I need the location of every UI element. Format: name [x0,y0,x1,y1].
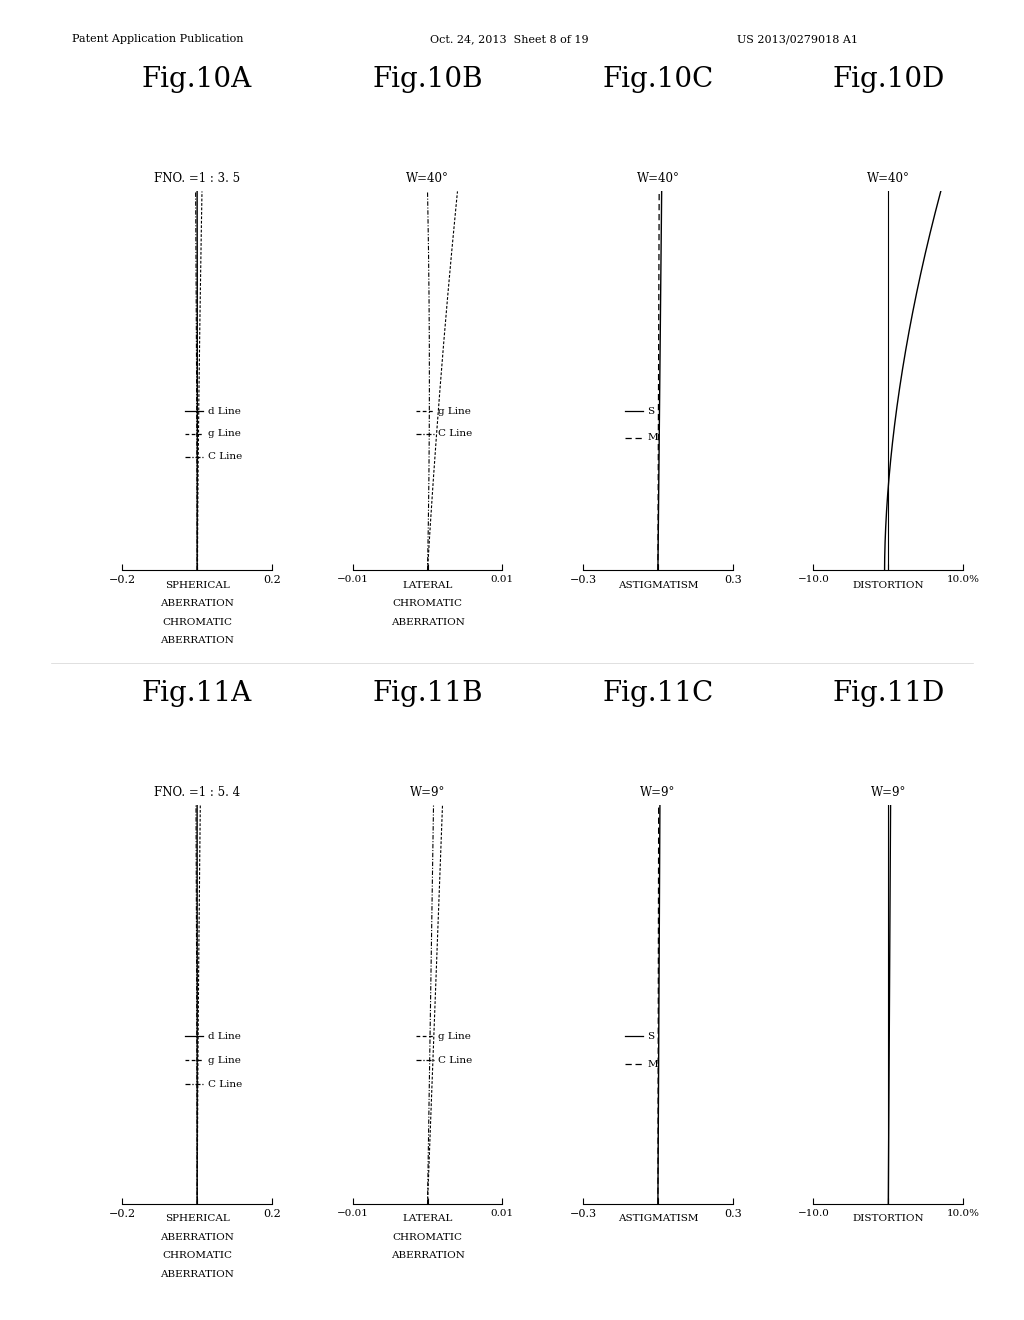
Text: S: S [647,1032,654,1041]
Text: CHROMATIC: CHROMATIC [392,1233,463,1242]
Text: d Line: d Line [208,1032,241,1041]
Text: ABERRATION: ABERRATION [160,1233,234,1242]
Text: C Line: C Line [208,451,242,461]
Text: CHROMATIC: CHROMATIC [162,1251,232,1261]
Text: Fig.11C: Fig.11C [602,680,714,706]
Text: Fig.10C: Fig.10C [602,66,714,92]
Text: LATERAL: LATERAL [402,581,453,590]
Text: CHROMATIC: CHROMATIC [162,618,232,627]
Text: g Line: g Line [208,1056,241,1065]
Text: C Line: C Line [438,429,472,438]
Text: C Line: C Line [208,1080,242,1089]
Text: g Line: g Line [438,407,471,416]
Text: ASTIGMATISM: ASTIGMATISM [617,1214,698,1224]
Text: CHROMATIC: CHROMATIC [392,599,463,609]
Text: W=40°: W=40° [867,172,909,185]
Text: W=40°: W=40° [407,172,449,185]
Text: SPHERICAL: SPHERICAL [165,1214,229,1224]
Text: LATERAL: LATERAL [402,1214,453,1224]
Text: S: S [647,407,654,416]
Text: Fig.11A: Fig.11A [142,680,252,706]
Text: W=9°: W=9° [410,785,445,799]
Text: W=9°: W=9° [870,785,906,799]
Text: Fig.11B: Fig.11B [372,680,483,706]
Text: M: M [647,433,658,442]
Text: FNO. =1 : 3. 5: FNO. =1 : 3. 5 [154,172,241,185]
Text: FNO. =1 : 5. 4: FNO. =1 : 5. 4 [154,785,241,799]
Text: g Line: g Line [208,429,241,438]
Text: Fig.10B: Fig.10B [372,66,483,92]
Text: M: M [647,1060,658,1069]
Text: ASTIGMATISM: ASTIGMATISM [617,581,698,590]
Text: SPHERICAL: SPHERICAL [165,581,229,590]
Text: Patent Application Publication: Patent Application Publication [72,34,243,45]
Text: ABERRATION: ABERRATION [160,636,234,645]
Text: W=9°: W=9° [640,785,676,799]
Text: US 2013/0279018 A1: US 2013/0279018 A1 [737,34,858,45]
Text: d Line: d Line [208,407,241,416]
Text: ABERRATION: ABERRATION [160,599,234,609]
Text: g Line: g Line [438,1032,471,1041]
Text: Fig.10D: Fig.10D [833,66,944,92]
Text: Oct. 24, 2013  Sheet 8 of 19: Oct. 24, 2013 Sheet 8 of 19 [430,34,589,45]
Text: Fig.11D: Fig.11D [833,680,944,706]
Text: ABERRATION: ABERRATION [390,1251,465,1261]
Text: DISTORTION: DISTORTION [853,581,924,590]
Text: ABERRATION: ABERRATION [160,1270,234,1279]
Text: W=40°: W=40° [637,172,679,185]
Text: Fig.10A: Fig.10A [142,66,252,92]
Text: ABERRATION: ABERRATION [390,618,465,627]
Text: DISTORTION: DISTORTION [853,1214,924,1224]
Text: C Line: C Line [438,1056,472,1065]
